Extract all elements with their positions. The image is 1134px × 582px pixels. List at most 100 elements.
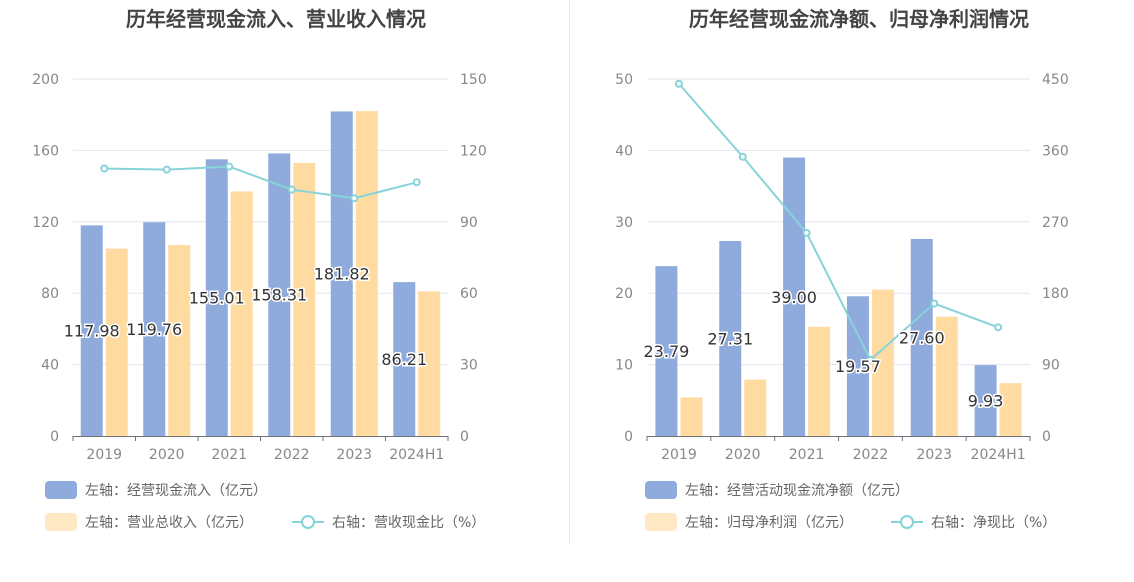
legend-label: 左轴：归母净利润（亿元） xyxy=(685,514,853,531)
left-axis-tick-label: 0 xyxy=(624,429,633,445)
bar-primary xyxy=(910,238,933,436)
left-axis-tick-label: 10 xyxy=(615,358,633,374)
right-axis-tick-label: 360 xyxy=(1042,143,1069,159)
line-point xyxy=(100,164,109,173)
right-axis-tick-label: 90 xyxy=(460,215,478,231)
line-point xyxy=(802,228,811,237)
line-point xyxy=(225,162,234,171)
bar-secondary xyxy=(680,397,703,436)
right-axis-tick-label: 0 xyxy=(1042,429,1051,445)
right-axis-tick-label: 270 xyxy=(1042,215,1069,231)
line-point xyxy=(866,355,875,364)
bar-secondary xyxy=(999,383,1022,436)
data-label: 23.79 xyxy=(644,342,690,361)
bar-secondary xyxy=(168,245,191,436)
data-label: 117.98 xyxy=(64,322,120,341)
x-axis-tick-label: 2024H1 xyxy=(971,447,1026,463)
right-axis-tick-label: 60 xyxy=(460,286,478,302)
data-label: 19.57 xyxy=(835,357,881,376)
line-point xyxy=(994,323,1003,332)
bar-primary xyxy=(268,153,291,436)
legend-label: 左轴：经营活动现金流净额（亿元） xyxy=(685,483,909,499)
left-axis-tick-label: 20 xyxy=(615,286,633,302)
left-axis-tick-label: 200 xyxy=(32,72,59,88)
bar-primary xyxy=(655,266,678,436)
bar-primary xyxy=(719,241,742,436)
x-axis-tick-label: 2021 xyxy=(789,447,825,463)
chart-title: 历年经营现金流入、营业收入情况 xyxy=(126,7,426,31)
left-axis-tick-label: 160 xyxy=(32,143,59,159)
left-axis-tick-label: 40 xyxy=(615,143,633,159)
chart-net-cash-profit: 历年经营现金流净额、归母净利润情况 0 10 20 30 40 50 0 90 180 270 360… xyxy=(615,7,1069,531)
right-axis-tick-label: 120 xyxy=(460,143,487,159)
left-axis-tick-label: 0 xyxy=(50,429,59,445)
legend-label: 右轴：净现比（%） xyxy=(931,515,1056,531)
x-axis-tick-label: 2019 xyxy=(661,447,697,463)
data-label: 119.76 xyxy=(126,320,182,339)
legend-swatch-bar xyxy=(45,513,77,531)
line-series xyxy=(104,165,417,200)
left-axis-tick-label: 80 xyxy=(41,286,59,302)
line-point xyxy=(350,194,359,203)
line-point xyxy=(287,185,296,194)
left-axis-tick-label: 40 xyxy=(41,358,59,374)
x-axis-tick-label: 2023 xyxy=(916,447,952,463)
data-label: 155.01 xyxy=(189,289,245,308)
line-point xyxy=(930,299,939,308)
bar-primary xyxy=(974,365,997,436)
bar-primary xyxy=(80,225,103,436)
data-label: 39.00 xyxy=(771,288,817,307)
chart-title: 历年经营现金流净额、归母净利润情况 xyxy=(689,7,1029,31)
x-axis-tick-label: 2020 xyxy=(149,447,185,463)
left-axis-tick-label: 50 xyxy=(615,72,633,88)
bar-secondary xyxy=(744,379,767,436)
chart-cash-inflow-revenue: 历年经营现金流入、营业收入情况 0 40 80 120 160 200 0 30 60 90 120 1… xyxy=(32,7,487,531)
bar-primary xyxy=(330,111,353,437)
bar-primary xyxy=(846,296,869,436)
data-label: 158.31 xyxy=(251,286,307,305)
right-axis-tick-label: 150 xyxy=(460,72,487,88)
x-axis-tick-label: 2024H1 xyxy=(389,447,444,463)
data-label: 86.21 xyxy=(381,350,427,369)
bar-secondary xyxy=(355,111,378,436)
bar-secondary xyxy=(418,291,441,436)
line-point xyxy=(412,178,421,187)
line-point xyxy=(738,152,747,161)
legend-label: 左轴：经营现金流入（亿元） xyxy=(85,483,267,499)
right-axis-tick-label: 450 xyxy=(1042,72,1069,88)
legend-swatch-bar xyxy=(645,513,677,531)
bar-primary xyxy=(783,157,806,437)
data-label: 9.93 xyxy=(968,392,1004,411)
bar-secondary xyxy=(871,289,894,436)
legend-swatch-bar xyxy=(45,481,77,499)
right-axis-tick-label: 0 xyxy=(460,429,469,445)
bar-secondary xyxy=(293,162,316,436)
x-axis-tick-label: 2020 xyxy=(725,447,761,463)
bar-primary xyxy=(143,222,166,436)
right-axis-tick-label: 180 xyxy=(1042,286,1069,302)
bar-secondary xyxy=(808,326,831,436)
bar-secondary xyxy=(935,316,958,436)
data-label: 27.31 xyxy=(707,330,753,349)
legend-swatch-marker xyxy=(301,515,315,529)
line-series xyxy=(678,83,999,362)
x-axis-tick-label: 2022 xyxy=(853,447,889,463)
x-axis-tick-label: 2021 xyxy=(211,447,247,463)
right-axis-tick-label: 30 xyxy=(460,358,478,374)
left-axis-tick-label: 30 xyxy=(615,215,633,231)
legend-label: 右轴：营收现金比（%） xyxy=(332,515,485,531)
x-axis-tick-label: 2022 xyxy=(274,447,310,463)
bar-secondary xyxy=(105,248,128,436)
panel-divider xyxy=(569,0,570,545)
data-label: 181.82 xyxy=(314,265,370,284)
left-axis-tick-label: 120 xyxy=(32,215,59,231)
right-axis-tick-label: 90 xyxy=(1042,358,1060,374)
legend-swatch-marker xyxy=(900,515,914,529)
line-point xyxy=(674,79,683,88)
bar-primary xyxy=(393,282,416,436)
bar-primary xyxy=(205,159,228,437)
x-axis-tick-label: 2019 xyxy=(86,447,122,463)
legend-label: 左轴：营业总收入（亿元） xyxy=(85,515,253,531)
legend-swatch-bar xyxy=(645,481,677,499)
